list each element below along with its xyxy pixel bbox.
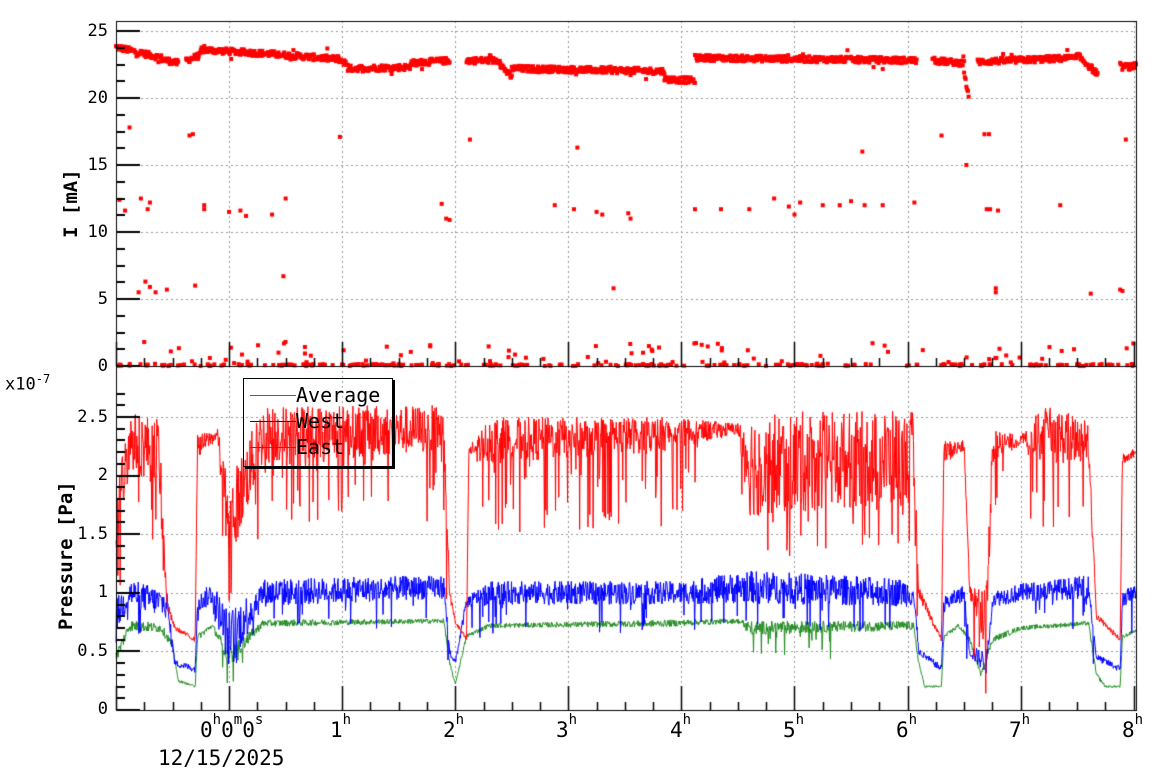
sec-suffix: s xyxy=(254,712,264,728)
bottom-ytick-2: 2 xyxy=(97,465,108,485)
top-ytick-0: 0 xyxy=(97,356,108,376)
east-line-swatch xyxy=(250,447,296,448)
xtick-0-hours: 0 xyxy=(200,718,213,742)
bottom-ytick-2.5: 2.5 xyxy=(77,407,108,427)
xtick-4h: 4h xyxy=(670,712,692,742)
legend-label-east: East xyxy=(296,435,345,459)
legend-label-average: Average xyxy=(296,383,381,407)
bottom-ytick-0.5: 0.5 xyxy=(77,641,108,661)
xtick-7h: 7h xyxy=(1009,712,1031,742)
bottom-y-axis-title: Pressure [Pa] xyxy=(55,481,77,630)
top-ytick-25: 25 xyxy=(87,21,108,41)
xtick-1h: 1h xyxy=(330,712,352,742)
pressure-multiplier: x10-7 xyxy=(5,372,50,395)
xtick-2h: 2h xyxy=(443,712,465,742)
xtick-5h: 5h xyxy=(783,712,805,742)
xtick-0-seconds: 0 xyxy=(242,718,255,742)
bottom-ytick-1: 1 xyxy=(97,582,108,602)
west-line-swatch xyxy=(250,421,296,422)
top-ytick-10: 10 xyxy=(87,222,108,242)
hour-suffix: h xyxy=(212,712,222,728)
xtick-8h: 8h xyxy=(1122,712,1144,742)
average-line-swatch xyxy=(250,395,296,396)
multiplier-base: x10 xyxy=(5,374,36,395)
xtick-0-minutes: 0 xyxy=(221,718,234,742)
top-ytick-20: 20 xyxy=(87,88,108,108)
legend-item-average: Average xyxy=(244,383,392,407)
legend-item-east: East xyxy=(244,435,392,459)
xtick-6h: 6h xyxy=(896,712,918,742)
xtick-0h0m0s: 0h0m0s xyxy=(200,712,263,742)
top-ytick-15: 15 xyxy=(87,155,108,175)
min-suffix: m xyxy=(233,712,243,728)
x-axis-date: 12/15/2025 xyxy=(158,746,285,770)
multiplier-exponent: -7 xyxy=(35,372,51,386)
bottom-ytick-1.5: 1.5 xyxy=(77,524,108,544)
legend-label-west: West xyxy=(296,409,345,433)
top-ytick-5: 5 xyxy=(97,289,108,309)
legend: Average West East xyxy=(243,378,393,467)
bottom-ytick-0: 0 xyxy=(97,699,108,719)
xtick-3h: 3h xyxy=(556,712,578,742)
legend-item-west: West xyxy=(244,409,392,433)
